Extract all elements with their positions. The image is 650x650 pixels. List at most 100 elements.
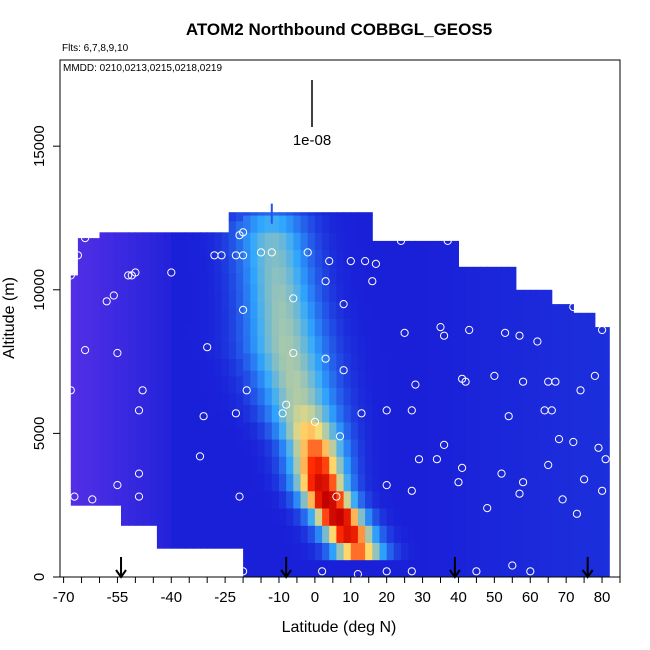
heatmap-cell: [92, 419, 100, 437]
heatmap-cell: [85, 350, 93, 368]
heatmap-cell: [192, 444, 201, 463]
heatmap-cell: [293, 559, 301, 577]
heatmap-cell: [300, 249, 309, 268]
heatmap-cell: [487, 318, 495, 337]
heatmap-cell: [185, 496, 194, 515]
heatmap-cell: [465, 284, 474, 302]
heatmap-cell: [415, 335, 424, 354]
heatmap-cell: [264, 232, 273, 250]
heatmap-cell: [271, 370, 280, 388]
heatmap-cell: [286, 473, 294, 492]
heatmap-cell: [429, 542, 438, 561]
heatmap-cell: [336, 508, 345, 526]
heatmap-cell: [293, 353, 301, 371]
sample-point: [195, 452, 205, 461]
heatmap-cell: [350, 318, 359, 337]
heatmap-cell: [357, 232, 366, 250]
y-tick-label: 5000: [31, 417, 48, 450]
heatmap-cell: [357, 387, 366, 406]
heatmap-cell: [415, 318, 424, 337]
heatmap-cell: [70, 350, 79, 368]
heatmap-cell: [494, 559, 503, 577]
heatmap-cell: [566, 304, 574, 319]
heatmap-cell: [135, 508, 144, 526]
heatmap-cell: [501, 404, 510, 423]
heatmap-cell: [192, 462, 201, 480]
heatmap-cell: [307, 266, 316, 285]
heatmap-cell: [451, 404, 459, 423]
heatmap-cell: [602, 473, 610, 492]
sample-point: [590, 371, 600, 380]
heatmap-cell: [451, 266, 459, 285]
sample-point: [443, 236, 452, 245]
heatmap-cell: [444, 387, 452, 406]
heatmap-cell: [444, 318, 452, 337]
heatmap-cell: [178, 272, 187, 291]
heatmap-cell: [580, 353, 589, 371]
heatmap-cell: [307, 525, 316, 543]
heatmap-cell: [386, 284, 395, 302]
heatmap-cell: [559, 473, 567, 492]
heatmap-cell: [530, 353, 538, 371]
sample-point: [554, 435, 564, 444]
heatmap-cell: [336, 215, 345, 233]
heatmap-cell: [365, 456, 373, 475]
heatmap-cell: [192, 238, 201, 256]
heatmap-cell: [530, 490, 538, 509]
heatmap-cell: [92, 298, 100, 317]
heatmap-cell: [307, 508, 316, 526]
x-axis: -70 -55 -40 -25 -10 0 10 20 30 40 50 60 70 80: [53, 577, 621, 606]
flights-label: Flts: 6,7,8,9,10: [62, 43, 129, 54]
heatmap-cell: [408, 240, 416, 250]
heatmap-cell: [537, 525, 546, 543]
heatmap-cell: [322, 370, 330, 388]
heatmap-cell: [214, 358, 223, 377]
heatmap-cell: [329, 212, 337, 216]
heatmap-cell: [322, 387, 330, 406]
heatmap-cell: [92, 238, 100, 248]
heatmap-cell: [149, 439, 158, 457]
heatmap-cell: [444, 284, 452, 302]
heatmap-cell: [343, 439, 352, 457]
heatmap-cell: [271, 456, 280, 475]
heatmap-cell: [508, 421, 517, 440]
heatmap-cell: [178, 358, 187, 377]
heatmap-cell: [307, 439, 316, 457]
heatmap-cell: [164, 410, 172, 429]
heatmap-cell: [544, 370, 553, 388]
x-tick-label: -40: [160, 589, 182, 606]
heatmap-cell: [408, 284, 416, 302]
heatmap-cell: [243, 249, 251, 268]
heatmap-cell: [286, 353, 294, 371]
heatmap-cell: [149, 473, 158, 492]
heatmap-cell: [508, 284, 517, 302]
heatmap-cell: [243, 404, 251, 423]
heatmap-cell: [286, 439, 294, 457]
heatmap-cell: [286, 508, 294, 526]
heatmap-cell: [257, 212, 266, 216]
heatmap-cell: [508, 508, 517, 526]
heatmap-cell: [494, 456, 503, 475]
heatmap-cell: [271, 353, 280, 371]
heatmap-cell: [551, 335, 560, 354]
heatmap-cell: [314, 559, 323, 577]
heatmap-cell: [372, 421, 380, 440]
heatmap-cell: [343, 525, 352, 543]
heatmap-cell: [322, 404, 330, 423]
sample-point: [497, 469, 506, 478]
heatmap-cell: [149, 404, 158, 423]
heatmap-cell: [429, 456, 438, 475]
sample-point: [515, 489, 524, 498]
heatmap-cell: [207, 358, 215, 377]
heatmap-cell: [393, 318, 402, 337]
heatmap-cell: [99, 488, 108, 506]
sample-point: [544, 460, 553, 470]
heatmap-cell: [314, 490, 323, 509]
sample-point: [569, 302, 578, 312]
heatmap-cell: [580, 387, 589, 406]
heatmap-cell: [365, 525, 373, 543]
heatmap-cell: [537, 335, 546, 354]
heatmap-cell: [135, 232, 144, 250]
heatmap-cell: [580, 335, 589, 354]
heatmap-cell: [329, 542, 337, 561]
